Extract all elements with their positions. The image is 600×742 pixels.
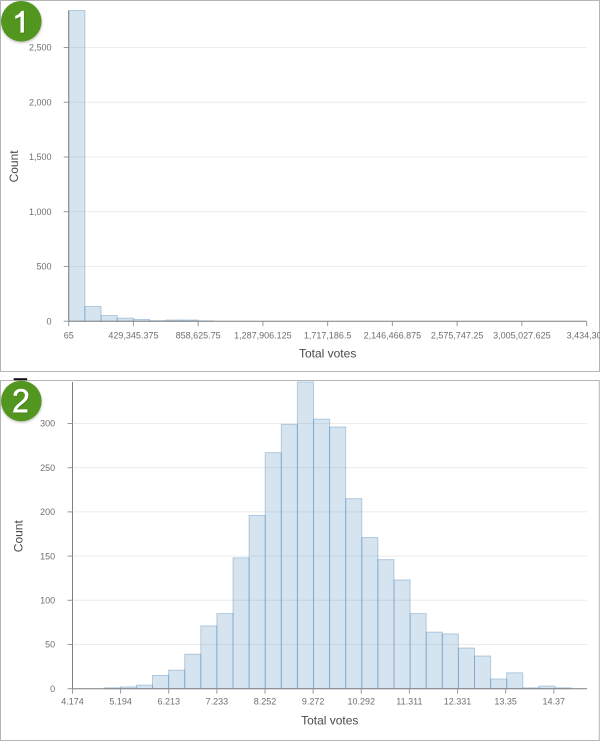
svg-text:500: 500 bbox=[36, 262, 51, 272]
svg-text:250: 250 bbox=[40, 463, 55, 473]
svg-text:0: 0 bbox=[46, 316, 51, 326]
svg-text:65: 65 bbox=[64, 330, 74, 340]
svg-text:Count: Count bbox=[12, 520, 26, 553]
svg-text:Total votes: Total votes bbox=[299, 347, 356, 361]
svg-text:Count: Count bbox=[7, 150, 21, 183]
svg-text:8.252: 8.252 bbox=[254, 697, 277, 707]
svg-text:0: 0 bbox=[50, 684, 55, 694]
svg-text:300: 300 bbox=[40, 419, 55, 429]
svg-text:858,625.75: 858,625.75 bbox=[176, 330, 221, 340]
svg-text:2,500: 2,500 bbox=[29, 43, 52, 53]
svg-text:5.194: 5.194 bbox=[109, 697, 132, 707]
svg-text:100: 100 bbox=[40, 596, 55, 606]
svg-text:1,500: 1,500 bbox=[29, 152, 52, 162]
svg-text:200: 200 bbox=[40, 507, 55, 517]
svg-text:6.213: 6.213 bbox=[157, 697, 180, 707]
svg-text:2,000: 2,000 bbox=[29, 97, 52, 107]
svg-text:14.37: 14.37 bbox=[543, 697, 566, 707]
svg-text:10.292: 10.292 bbox=[348, 697, 376, 707]
svg-text:429,345.375: 429,345.375 bbox=[108, 330, 158, 340]
svg-text:11.311: 11.311 bbox=[396, 697, 422, 707]
svg-text:50: 50 bbox=[45, 640, 55, 650]
svg-text:2,146,466.875: 2,146,466.875 bbox=[364, 330, 422, 340]
svg-text:150: 150 bbox=[40, 551, 55, 561]
svg-text:4.174: 4.174 bbox=[61, 697, 84, 707]
svg-text:2,575,747.25: 2,575,747.25 bbox=[431, 330, 484, 340]
svg-text:7.233: 7.233 bbox=[206, 697, 229, 707]
svg-text:3,005,027.625: 3,005,027.625 bbox=[493, 330, 551, 340]
svg-text:12.331: 12.331 bbox=[444, 697, 472, 707]
svg-text:1,717,186.5: 1,717,186.5 bbox=[304, 330, 352, 340]
svg-text:1,287,906.125: 1,287,906.125 bbox=[234, 330, 292, 340]
svg-text:1,000: 1,000 bbox=[29, 207, 52, 217]
svg-text:Total votes: Total votes bbox=[301, 714, 358, 728]
svg-text:3,434,308: 3,434,308 bbox=[567, 330, 600, 340]
svg-text:9.272: 9.272 bbox=[302, 697, 325, 707]
svg-text:13.35: 13.35 bbox=[494, 697, 517, 707]
